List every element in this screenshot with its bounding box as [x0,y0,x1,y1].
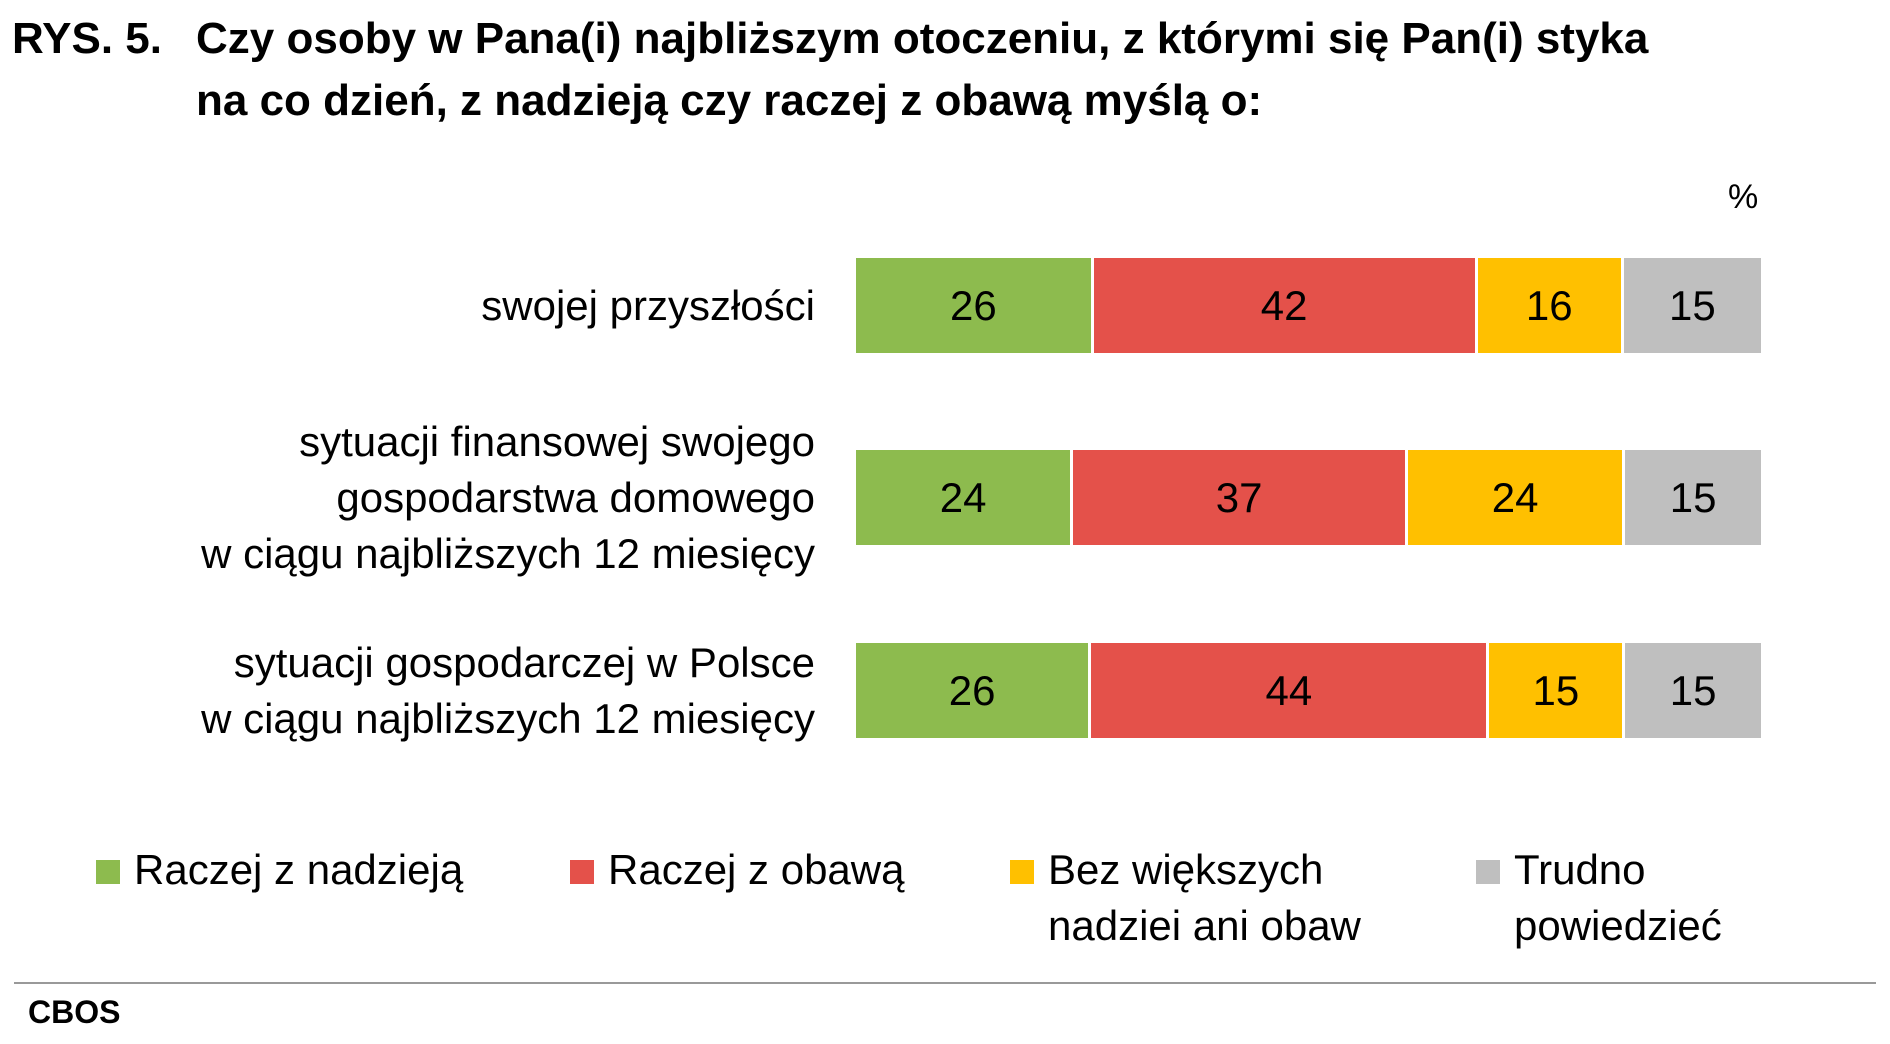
category-label-line: swojej przyszłości [481,281,815,329]
bar-segment: 37 [1073,450,1409,545]
category-label-line: w ciągu najbliższych 12 miesięcy [201,529,815,577]
bar-segment: 15 [1625,450,1761,545]
bar-segment: 15 [1623,258,1761,353]
bar-segment: 16 [1477,258,1624,353]
legend-label: Raczej z nadzieją [134,842,463,898]
category-label-line: sytuacji gospodarczej w Polsce [233,638,815,686]
category-label: sytuacji gospodarczej w Polsce w ciągu na… [201,635,815,747]
footer-divider [14,982,1876,984]
category-label-line: sytuacji finansowej swojego [299,417,815,465]
data-label: 24 [939,473,987,521]
category-label-line: w ciągu najbliższych 12 miesięcy [201,694,815,742]
legend-item: Raczej z nadzieją [96,842,463,898]
data-label: 37 [1215,473,1263,521]
category-label: sytuacji finansowej swojego gospodarstwa … [201,414,815,582]
bar-segment: 26 [856,643,1092,738]
legend-label-line: nadziei ani obaw [1048,902,1361,949]
bar-row: 26 44 15 15 [856,643,1761,738]
legend-label: Trudno powiedzieć [1514,842,1722,954]
legend-label-line: Trudno [1514,846,1646,893]
bar-segment: 24 [856,450,1074,545]
data-label: 15 [1669,666,1717,714]
data-label: 24 [1491,473,1539,521]
legend-label: Raczej z obawą [608,842,904,898]
bar-segment: 24 [1408,450,1626,545]
legend-item: Bez większych nadziei ani obaw [1010,842,1361,954]
legend-swatch [570,860,594,884]
category-label-line: gospodarstwa domowego [336,473,815,521]
bar-segment: 15 [1489,643,1626,738]
legend-swatch [1010,860,1034,884]
bar-segment: 15 [1625,643,1761,738]
chart-title-line-2: na co dzień, z nadzieją czy raczej z oba… [196,76,1263,125]
legend-label-line: Raczej z obawą [608,846,905,893]
source-label: CBOS [28,994,121,1030]
figure-number: RYS. 5. [12,14,162,63]
data-label: 15 [1532,666,1580,714]
legend-swatch [1476,860,1500,884]
data-label: 42 [1260,281,1308,329]
bar-segment: 26 [856,258,1094,353]
unit-label: % [1728,178,1759,216]
data-label: 44 [1265,666,1313,714]
bar-row: 24 37 24 15 [856,450,1761,545]
legend-label: Bez większych nadziei ani obaw [1048,842,1361,954]
legend-item: Raczej z obawą [570,842,904,898]
legend-label-line: Bez większych [1048,846,1324,893]
data-label: 26 [949,281,997,329]
bar-row: 26 42 16 15 [856,258,1761,353]
bar-segment: 42 [1093,258,1478,353]
data-label: 26 [948,666,996,714]
chart-title-line-1: Czy osoby w Pana(i) najbliższym otoczeni… [196,14,1649,63]
legend-label-line: Raczej z nadzieją [134,846,464,893]
data-label: 15 [1669,281,1716,329]
legend-label-line: powiedzieć [1514,902,1722,949]
bar-segment: 44 [1091,643,1490,738]
data-label: 16 [1525,281,1573,329]
legend-item: Trudno powiedzieć [1476,842,1722,954]
category-label: swojej przyszłości [481,278,815,334]
data-label: 15 [1669,473,1717,521]
legend-swatch [96,860,120,884]
